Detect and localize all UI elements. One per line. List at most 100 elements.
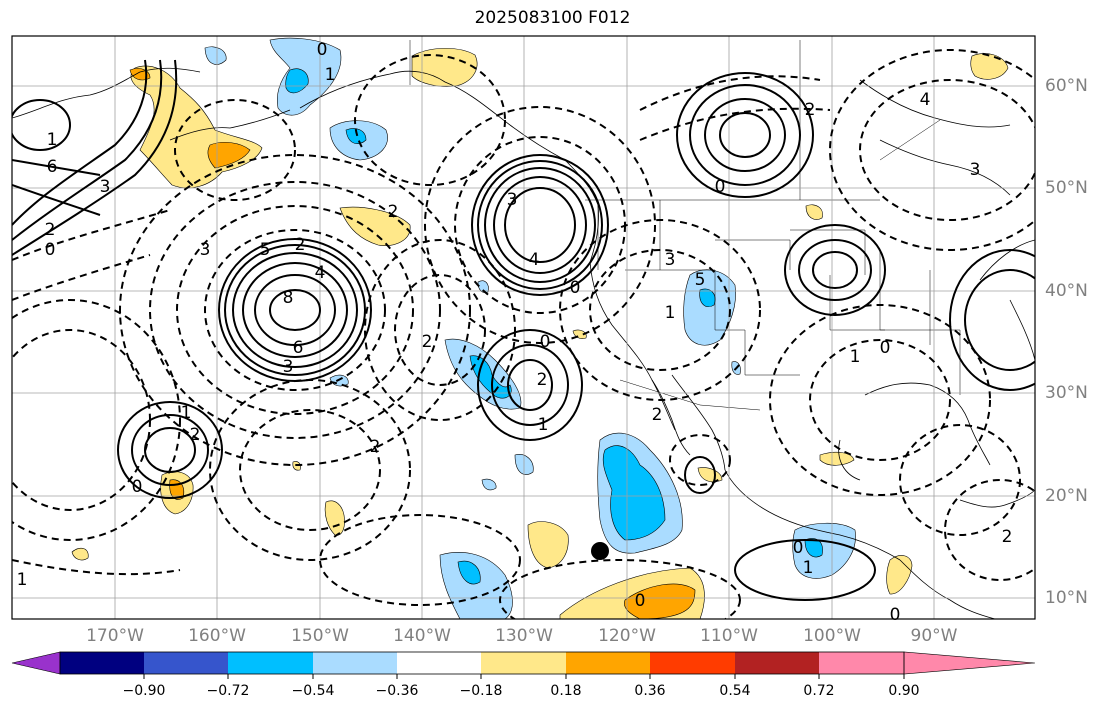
contour-label: 4 (920, 90, 931, 110)
contour-label: 2 (652, 405, 663, 425)
contour-label: 0 (45, 240, 56, 260)
colorbar-tick-label: −0.72 (206, 683, 250, 699)
colorbar-segment (650, 652, 735, 674)
anomaly-pos-small2 (71, 547, 89, 561)
colorbar-high-extend (903, 651, 1036, 675)
contour-label: 6 (47, 157, 58, 177)
colorbar-tick-label: 0.72 (803, 683, 835, 699)
contour-label: 2 (1002, 527, 1013, 547)
anomaly-neg-small2 (481, 478, 497, 491)
colorbar-segment (228, 652, 313, 674)
contour-label: 0 (317, 40, 328, 60)
contour-label: 0 (880, 338, 891, 358)
lon-label: 130°W (495, 626, 553, 646)
colorbar-segment (313, 652, 397, 674)
anomaly-neg-rockies-core (699, 288, 716, 308)
contour-label: 8 (283, 288, 294, 308)
contour-label: 3 (507, 190, 518, 210)
lat-label: 50°N (1045, 178, 1088, 198)
contour-label: 2 (190, 425, 201, 445)
colorbar-tick-label: 0.18 (550, 683, 582, 699)
contour-labels: 0 1 2 4 3 6 3 1 2 0 3 5 2 4 8 6 3 2 3 4 … (17, 40, 1013, 625)
anomaly-pos-s2 (527, 521, 569, 569)
contour-label: 3 (200, 240, 211, 260)
contour-label: 2 (537, 370, 548, 390)
contour-label: 2 (422, 332, 433, 352)
contour-label: 2 (388, 202, 399, 222)
contour-label: 0 (715, 177, 726, 197)
anomaly-pos-carib (886, 555, 913, 595)
anomaly-pos-bottom-core (624, 583, 696, 619)
contour-label: 1 (803, 558, 814, 578)
map-frame (11, 35, 1036, 620)
lat-label: 30°N (1045, 383, 1088, 403)
colorbar-tick-label: −0.36 (375, 683, 419, 699)
colorbar-segment (144, 652, 228, 674)
anomaly-pos-baja (697, 467, 723, 483)
contour-label: 0 (540, 332, 551, 352)
lon-label: 140°W (393, 626, 451, 646)
colorbar (11, 651, 1036, 679)
anomaly-pos-gulfmx (819, 451, 855, 466)
contour-label: 4 (315, 263, 326, 283)
colorbar-tick-label: −0.54 (291, 683, 335, 699)
contour-label: 3 (283, 357, 294, 377)
contour-label: 1 (325, 65, 336, 85)
colorbar-tick-label: −0.18 (459, 683, 503, 699)
contour-label: 1 (665, 303, 676, 323)
lat-label: 10°N (1045, 588, 1088, 608)
contour-label: 3 (665, 250, 676, 270)
contour-label: 1 (17, 570, 28, 590)
lat-label: 60°N (1045, 76, 1088, 96)
anomaly-pos-gulf-ak (411, 48, 478, 87)
lon-label: 90°W (910, 626, 958, 646)
contour-label: 4 (529, 250, 540, 270)
lon-label: 170°W (86, 626, 144, 646)
lat-label: 40°N (1045, 281, 1088, 301)
shaded-anomalies (71, 37, 1009, 619)
anomaly-neg-baja-core (602, 445, 666, 541)
lon-label: 160°W (188, 626, 246, 646)
lon-label: 100°W (803, 626, 861, 646)
contour-label: 6 (293, 338, 304, 358)
lon-label: 120°W (598, 626, 656, 646)
anomaly-pos-canada (805, 204, 823, 220)
anomaly-pos-ne (970, 53, 1009, 80)
contour-label: 2 (805, 100, 816, 120)
anomaly-neg-alaska2 (204, 46, 227, 65)
contours-solid (12, 59, 1035, 601)
anomaly-pos-mid (339, 206, 411, 246)
contour-label: 2 (295, 235, 306, 255)
contour-label: 0 (890, 605, 901, 625)
contour-label: 5 (695, 270, 706, 290)
contour-label: 1 (850, 347, 861, 367)
anomaly-neg-gulf-core (345, 128, 367, 144)
storm-position-marker (591, 542, 609, 560)
colorbar-segment (735, 652, 819, 674)
contour-label: 3 (970, 160, 981, 180)
colorbar-low-extend (11, 651, 61, 675)
contour-label: 1 (181, 403, 192, 423)
colorbar-tick-label: 0.54 (719, 683, 751, 699)
lon-label: 110°W (700, 626, 758, 646)
colorbar-segment (819, 652, 904, 674)
anomaly-pos-bering-core (207, 141, 251, 169)
map-title: 2025083100 F012 (474, 8, 631, 28)
colorbar-segment (60, 652, 144, 674)
contour-label: 0 (570, 278, 581, 298)
colorbar-segment (481, 652, 566, 674)
anomaly-neg-small4 (477, 280, 489, 293)
colorbar-tick-label: −0.90 (122, 683, 166, 699)
colorbar-segment (566, 652, 650, 674)
colorbar-segment (397, 652, 481, 674)
anomaly-neg-sw (439, 552, 513, 619)
contour-label: 0 (132, 477, 143, 497)
anomaly-neg-sw-core (457, 560, 481, 585)
lat-label: 20°N (1045, 486, 1088, 506)
contour-label: 1 (538, 415, 549, 435)
borders (409, 40, 961, 411)
contour-label: 2 (370, 437, 381, 457)
contour-label: 5 (260, 240, 271, 260)
anomaly-neg-alaska-core (285, 68, 309, 94)
